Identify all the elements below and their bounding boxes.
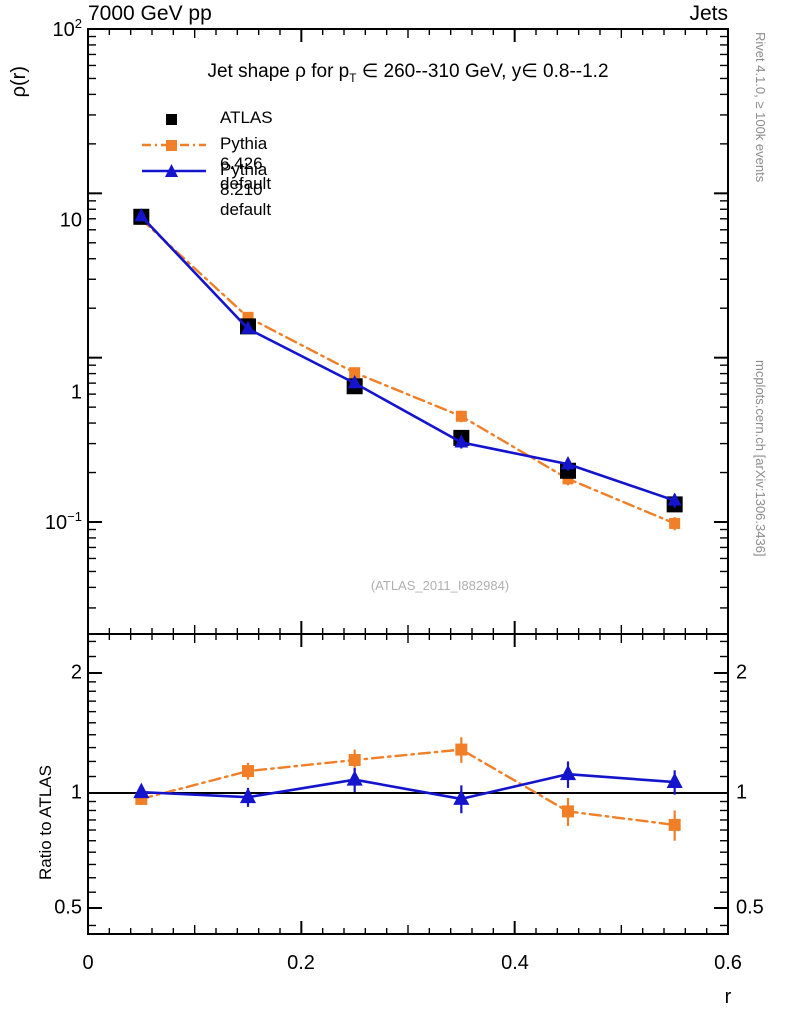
- ratio-ytick-1-left: 1: [70, 781, 82, 804]
- header-right: Jets: [689, 2, 728, 25]
- xtick-0: 0: [82, 952, 94, 974]
- main-ytick-10: 10: [59, 209, 82, 232]
- main-line-pythia8: [140, 214, 676, 502]
- main-marker-pythia6: [349, 367, 361, 379]
- main-marker-pythia8: [241, 320, 255, 334]
- plot-title-b: ∈ 260--310 GeV, y∈ 0.8--1.2: [356, 61, 609, 82]
- ratio-ytick-0p5-left: 0.5: [54, 896, 82, 919]
- main-y-axis-label: ρ(r): [8, 66, 30, 98]
- main-marker-pythia8: [347, 375, 362, 389]
- ratio-marker-pythia6: [455, 743, 468, 756]
- header-left: 7000 GeV pp: [88, 2, 212, 25]
- plot-title: Jet shape ρ for pT ∈ 260--310 GeV, y∈ 0.…: [207, 60, 608, 85]
- ratio-marker-pythia6: [242, 765, 254, 778]
- ratio-marker-pythia6: [562, 805, 574, 818]
- legend-label-pythia8: Pythia 8.210 default: [220, 160, 272, 219]
- xtick-0p6: 0.6: [714, 952, 742, 974]
- main-ytick-100: 102: [52, 16, 82, 41]
- ratio-marker-pythia8: [453, 789, 470, 805]
- main-line-pythia6: [140, 218, 676, 525]
- main-ytick-1: 1: [70, 381, 82, 404]
- legend-marker-pythia8: [142, 164, 206, 177]
- ratio-marker-pythia6: [668, 818, 681, 831]
- main-marker-pythia6: [242, 311, 254, 323]
- ratio-ytick-2-left: 2: [70, 661, 82, 684]
- main-marker-pythia6: [135, 213, 147, 225]
- ratio-marker-pythia8: [346, 770, 363, 786]
- ratio-y-axis-label: Ratio to ATLAS: [36, 765, 55, 880]
- sidenote-mcplots: mcplots.cern.ch [arXiv:1306.3436]: [753, 360, 768, 557]
- ratio-ytick-0p5-right: 0.5: [736, 896, 764, 919]
- ratio-marker-pythia8: [133, 782, 150, 799]
- main-marker-pythia8: [667, 492, 682, 506]
- legend-marker-pythia6: [142, 140, 206, 151]
- ratio-ytick-2-right: 2: [736, 661, 748, 684]
- main-marker-atlas: [240, 318, 256, 335]
- x-axis-label: r: [724, 986, 732, 1008]
- analysis-watermark: (ATLAS_2011_I882984): [370, 578, 510, 593]
- ratio-marker-pythia8: [666, 772, 683, 789]
- main-ytick-0p1: 10−1: [44, 509, 82, 534]
- legend-label-atlas: ATLAS: [220, 108, 273, 127]
- main-marker-atlas: [346, 378, 363, 395]
- ratio-marker-pythia6: [348, 753, 361, 766]
- xtick-0p4: 0.4: [501, 952, 529, 974]
- main-marker-pythia6: [669, 517, 681, 529]
- main-marker-pythia8: [561, 456, 575, 470]
- ratio-marker-pythia8: [559, 764, 577, 781]
- main-marker-atlas: [666, 496, 683, 513]
- xtick-0p2: 0.2: [287, 952, 315, 974]
- sidenote-rivet: Rivet 4.1.0, ≥ 100k events: [753, 32, 768, 183]
- main-marker-pythia6: [455, 410, 467, 422]
- plot-title-sub: T: [349, 71, 357, 85]
- ratio-line-pythia6: [140, 748, 676, 827]
- ratio-marker-pythia8: [239, 787, 257, 804]
- main-marker-pythia8: [134, 208, 149, 222]
- legend-marker-atlas: [166, 114, 177, 125]
- main-marker-pythia6: [562, 473, 574, 485]
- main-marker-atlas: [453, 429, 470, 446]
- main-marker-atlas: [133, 208, 150, 225]
- main-marker-pythia8: [454, 434, 469, 448]
- plot-title-a: Jet shape ρ for p: [207, 61, 350, 82]
- main-marker-atlas: [560, 462, 576, 479]
- ratio-marker-pythia6: [135, 792, 148, 805]
- ratio-line-pythia8: [140, 772, 676, 801]
- ratio-ytick-1-right: 1: [736, 781, 748, 804]
- ratio-panel-frame: [87, 633, 729, 935]
